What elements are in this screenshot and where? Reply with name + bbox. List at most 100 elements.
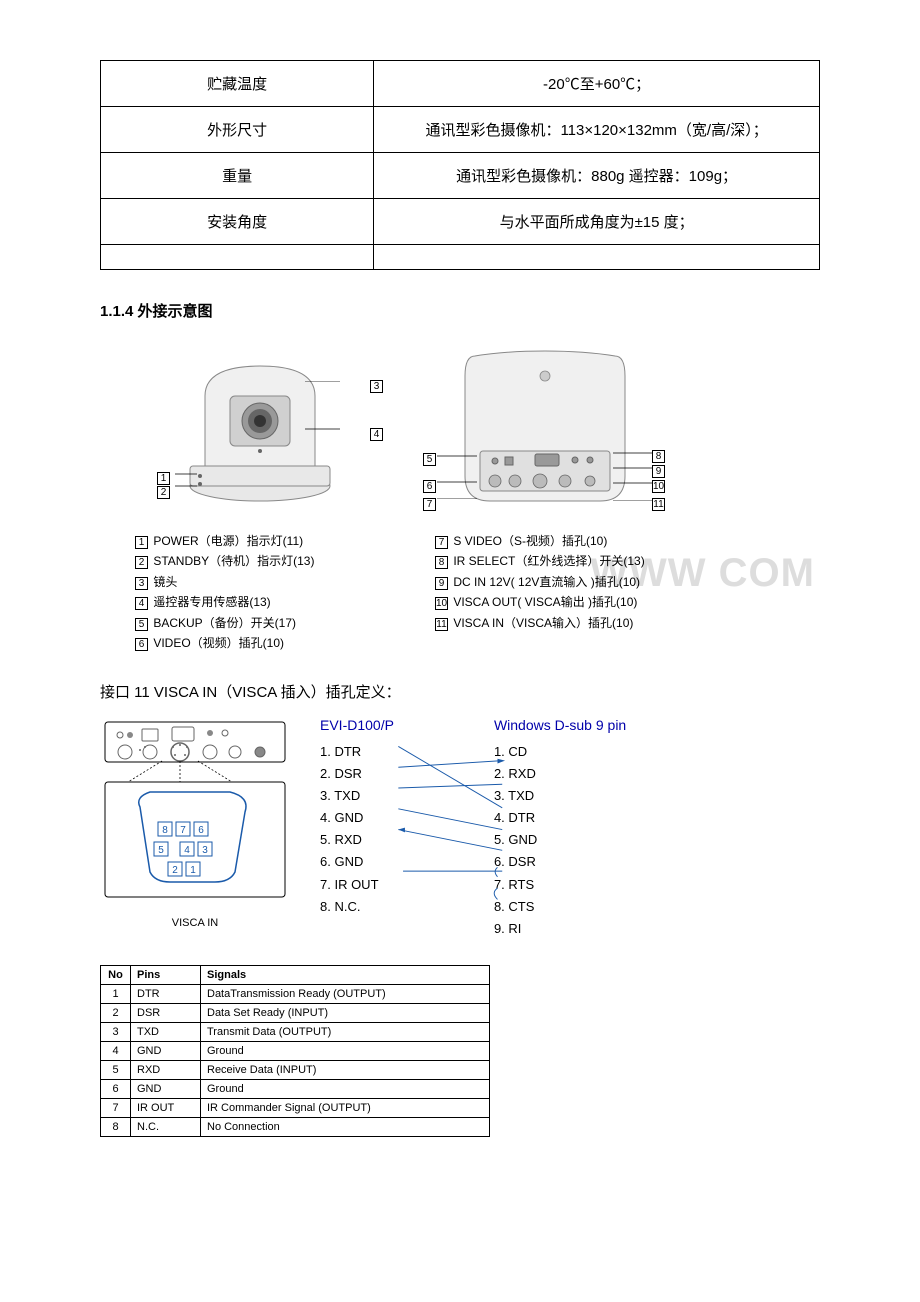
spec-label: 贮藏温度 [101, 61, 374, 107]
camera-rear-view: 5 6 7 8 9 10 11 [445, 346, 645, 516]
table-header: Signals [201, 965, 490, 984]
table-row: 重量通讯型彩色摄像机：880g 遥控器：109g； [101, 153, 820, 199]
pinout-left-column: EVI-D100/P 1. DTR2. DSR3. TXD4. GND5. RX… [320, 717, 394, 940]
visca-connector: 8 7 6 5 4 3 2 1 VISCA IN [100, 717, 290, 929]
pin-item: 6. GND [320, 851, 394, 873]
table-cell: 1 [101, 984, 131, 1003]
table-cell: 8 [101, 1117, 131, 1136]
diagram-label: 2 STANDBY（待机）指示灯(13) [135, 551, 314, 571]
visca-heading: 接口 11 VISCA IN（VISCA 插入）插孔定义： [100, 681, 820, 702]
table-row: 4GNDGround [101, 1041, 490, 1060]
table-cell: IR Commander Signal (OUTPUT) [201, 1098, 490, 1117]
table-cell: Receive Data (INPUT) [201, 1060, 490, 1079]
table-cell: 5 [101, 1060, 131, 1079]
svg-text:5: 5 [158, 845, 164, 856]
table-row: 安装角度与水平面所成角度为±15 度； [101, 199, 820, 245]
table-cell: DTR [131, 984, 201, 1003]
spec-label: 安装角度 [101, 199, 374, 245]
diagram-label: 11 VISCA IN（VISCA输入）插孔(10) [435, 613, 645, 633]
spec-value: 与水平面所成角度为±15 度； [374, 199, 820, 245]
pinout-right-title: Windows D-sub 9 pin [494, 717, 626, 733]
table-row: 贮藏温度-20℃至+60℃； [101, 61, 820, 107]
spec-label: 重量 [101, 153, 374, 199]
table-row: 7IR OUTIR Commander Signal (OUTPUT) [101, 1098, 490, 1117]
table-row: 外形尺寸通讯型彩色摄像机：113×120×132mm（宽/高/深）； [101, 107, 820, 153]
table-cell: TXD [131, 1022, 201, 1041]
table-row: 8N.C.No Connection [101, 1117, 490, 1136]
diagram-label: 1 POWER（电源）指示灯(11) [135, 531, 314, 551]
callout-4: 4 [370, 428, 383, 441]
callout-10: 10 [652, 480, 665, 493]
table-row: 6GNDGround [101, 1079, 490, 1098]
callout-7: 7 [423, 498, 436, 511]
table-row: 1DTRDataTransmission Ready (OUTPUT) [101, 984, 490, 1003]
diagram-label: 7 S VIDEO（S-视频）插孔(10) [435, 531, 645, 551]
svg-text:3: 3 [202, 845, 208, 856]
table-cell: Data Set Ready (INPUT) [201, 1003, 490, 1022]
camera-front-view: 1 2 3 4 [175, 346, 345, 506]
callout-11: 11 [652, 498, 665, 511]
svg-text:7: 7 [180, 825, 186, 836]
pin-item: 3. TXD [320, 785, 394, 807]
visca-diagram: 8 7 6 5 4 3 2 1 VISCA IN EVI-D100/P 1. D… [100, 717, 820, 940]
diagram-label: 4 遥控器专用传感器(13) [135, 592, 314, 612]
spec-label [101, 245, 374, 270]
pin-item: 5. RXD [320, 829, 394, 851]
svg-text:2: 2 [172, 865, 178, 876]
table-row: 3TXDTransmit Data (OUTPUT) [101, 1022, 490, 1041]
table-cell: GND [131, 1079, 201, 1098]
connection-diagram: WWW COM 1 2 3 4 [135, 336, 785, 656]
spec-label: 外形尺寸 [101, 107, 374, 153]
diagram-label: 3 镜头 [135, 572, 314, 592]
table-header: Pins [131, 965, 201, 984]
table-row [101, 245, 820, 270]
section-heading: 1.1.4 外接示意图 [100, 300, 820, 321]
spec-value: 通讯型彩色摄像机：113×120×132mm（宽/高/深）； [374, 107, 820, 153]
table-cell: DSR [131, 1003, 201, 1022]
table-cell: Ground [201, 1041, 490, 1060]
table-cell: No Connection [201, 1117, 490, 1136]
pin-item: 2. DSR [320, 763, 394, 785]
cross-connection-lines [395, 737, 515, 907]
svg-text:4: 4 [184, 845, 190, 856]
diagram-label: 6 VIDEO（视频）插孔(10) [135, 633, 314, 653]
callout-5: 5 [423, 453, 436, 466]
table-cell: 7 [101, 1098, 131, 1117]
table-cell: 3 [101, 1022, 131, 1041]
diagram-labels-left: 1 POWER（电源）指示灯(11)2 STANDBY（待机）指示灯(13)3 … [135, 531, 314, 653]
pin-item: 9. RI [494, 918, 626, 940]
diagram-labels-right: 7 S VIDEO（S-视频）插孔(10)8 IR SELECT（红外线选择）开… [435, 531, 645, 633]
diagram-label: 8 IR SELECT（红外线选择）开关(13) [435, 551, 645, 571]
svg-text:8: 8 [162, 825, 168, 836]
table-cell: 2 [101, 1003, 131, 1022]
table-cell: RXD [131, 1060, 201, 1079]
spec-value [374, 245, 820, 270]
pin-table: NoPinsSignals 1DTRDataTransmission Ready… [100, 965, 490, 1137]
pin-item: 1. DTR [320, 741, 394, 763]
pinout-left-title: EVI-D100/P [320, 717, 394, 733]
svg-text:6: 6 [198, 825, 204, 836]
pin-item: 7. IR OUT [320, 874, 394, 896]
table-cell: Transmit Data (OUTPUT) [201, 1022, 490, 1041]
svg-text:1: 1 [190, 865, 196, 876]
pin-item: 4. GND [320, 807, 394, 829]
diagram-label: 9 DC IN 12V( 12V直流输入 )插孔(10) [435, 572, 645, 592]
visca-in-label: VISCA IN [100, 917, 290, 929]
spec-value: 通讯型彩色摄像机：880g 遥控器：109g； [374, 153, 820, 199]
spec-value: -20℃至+60℃； [374, 61, 820, 107]
table-row: 5RXDReceive Data (INPUT) [101, 1060, 490, 1079]
table-cell: 4 [101, 1041, 131, 1060]
callout-3: 3 [370, 380, 383, 393]
callout-2: 2 [157, 486, 170, 499]
callout-6: 6 [423, 480, 436, 493]
diagram-label: 10 VISCA OUT( VISCA输出 )插孔(10) [435, 592, 645, 612]
diagram-label: 5 BACKUP（备份）开关(17) [135, 613, 314, 633]
table-cell: 6 [101, 1079, 131, 1098]
table-cell: Ground [201, 1079, 490, 1098]
pin-item: 8. N.C. [320, 896, 394, 918]
visca-pinout: EVI-D100/P 1. DTR2. DSR3. TXD4. GND5. RX… [320, 717, 626, 940]
table-header: No [101, 965, 131, 984]
table-cell: N.C. [131, 1117, 201, 1136]
spec-table: 贮藏温度-20℃至+60℃；外形尺寸通讯型彩色摄像机：113×120×132mm… [100, 60, 820, 270]
table-cell: IR OUT [131, 1098, 201, 1117]
